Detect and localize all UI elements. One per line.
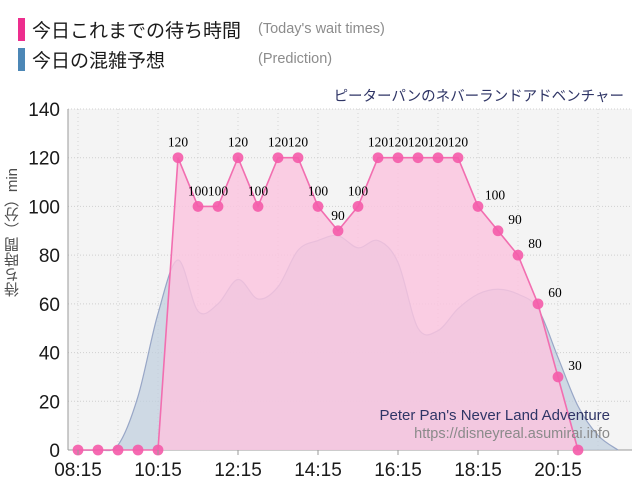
actual-data-point[interactable] [572,444,584,456]
actual-data-point[interactable] [292,152,304,164]
actual-data-point[interactable] [512,249,524,261]
data-point-label: 120 [168,135,189,150]
legend-label-prediction-jp: 今日の混雑予想 [32,50,166,72]
data-point-label: 120 [368,135,389,150]
data-point-label: 90 [508,212,522,227]
actual-data-point[interactable] [272,152,284,164]
data-point-label: 60 [548,285,562,300]
data-point-label: 120 [268,135,289,150]
y-axis-tick-label: 20 [39,392,60,413]
actual-data-point[interactable] [492,225,504,237]
x-axis-tick-label: 18:15 [454,460,502,481]
x-axis-tick-label: 12:15 [214,460,262,481]
actual-data-point[interactable] [452,152,464,164]
actual-data-point[interactable] [172,152,184,164]
x-axis-tick-label: 08:15 [54,460,102,481]
data-point-label: 30 [568,358,582,373]
legend-label-actual-jp: 今日これまでの待ち時間 [32,20,242,42]
data-point-label: 100 [348,183,369,198]
actual-data-point[interactable] [312,201,324,212]
data-point-label: 100 [208,183,229,198]
actual-data-point[interactable] [132,444,144,456]
legend-label-actual-en: (Today's wait times) [258,21,385,37]
plot-area: 120 100 100 120 100 120 120 100 90 100 120 120 120 12… [0,100,640,500]
legend-item-actual: 今日これまでの待ち時間 [18,16,241,42]
actual-data-point[interactable] [472,201,484,212]
y-axis-tick-label: 140 [28,100,60,121]
data-point-label: 120 [408,135,429,150]
y-axis-tick-label: 80 [39,246,60,267]
actual-data-point[interactable] [332,225,344,237]
actual-data-point[interactable] [212,201,224,212]
chart-title: ピーターパンのネバーランドアドベンチャー [333,89,624,105]
actual-data-point[interactable] [532,298,544,310]
legend-label-prediction-en: (Prediction) [258,51,333,67]
x-axis-tick-label: 20:15 [534,460,582,481]
data-point-label: 120 [428,135,449,150]
actual-data-point[interactable] [112,444,124,456]
legend-swatch-actual [18,17,25,41]
data-point-label: 120 [388,135,409,150]
data-point-label: 120 [448,135,469,150]
legend-swatch-prediction [18,47,25,71]
actual-area [78,157,578,450]
legend: 今日これまでの待ち時間 (Today's wait times) 今日の混雑予想… [0,0,640,78]
actual-data-point[interactable] [552,371,564,383]
data-point-label: 90 [331,208,345,223]
data-point-label: 100 [308,183,329,198]
data-point-label: 100 [188,183,209,198]
y-axis-tick-label: 60 [39,295,60,316]
actual-data-point[interactable] [192,201,204,212]
y-axis-tick-label: 100 [28,197,60,218]
data-point-label: 100 [248,183,269,198]
y-axis-tick-label: 120 [28,149,60,170]
watermark-url: https://disneyreal.asumirai.info [414,426,610,442]
data-point-label: 120 [228,135,249,150]
watermark-attraction-name: Peter Pan's Never Land Adventure [379,407,610,424]
x-axis-tick-label: 16:15 [374,460,422,481]
actual-data-point[interactable] [412,152,424,164]
x-axis-tick-label: 14:15 [294,460,342,481]
y-axis-tick-label: 40 [39,344,60,365]
data-point-label: 80 [528,236,542,251]
actual-data-point[interactable] [432,152,444,164]
actual-data-point[interactable] [92,444,104,456]
data-point-label: 100 [485,187,506,202]
data-point-label: 120 [288,135,309,150]
actual-data-point[interactable] [232,152,244,164]
legend-item-prediction: 今日の混雑予想 [18,46,165,72]
actual-data-point[interactable] [392,152,404,164]
actual-data-point[interactable] [352,201,364,212]
actual-data-point[interactable] [252,201,264,212]
actual-data-point[interactable] [372,152,384,164]
x-axis-tick-label: 10:15 [134,460,182,481]
y-axis-tick-label: 0 [49,441,60,462]
